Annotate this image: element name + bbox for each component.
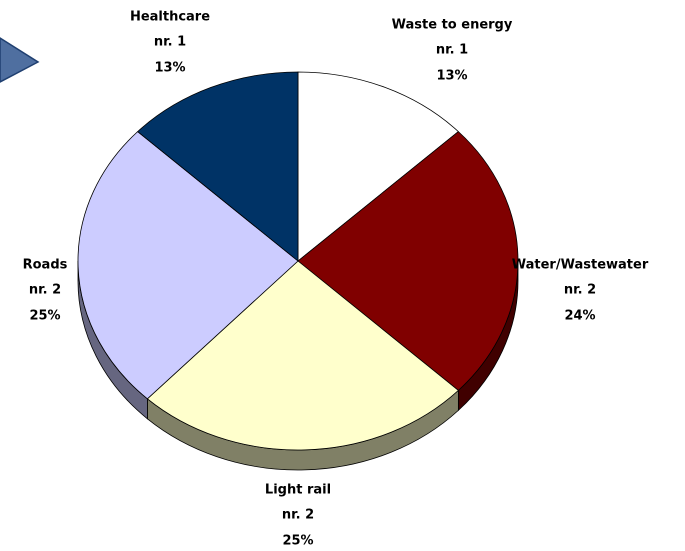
rank-label: nr. 1: [154, 35, 186, 50]
rank-label: nr. 1: [436, 43, 468, 58]
rank-label: nr. 2: [29, 283, 61, 298]
value-label: 24%: [564, 309, 595, 324]
rank-label: nr. 2: [564, 283, 596, 298]
slice: [297, 71, 459, 262]
arrow-decoration: [0, 37, 40, 83]
slice-label: Roads: [23, 258, 68, 273]
value-label: 13%: [154, 61, 185, 76]
slice: [77, 131, 299, 400]
slice: [137, 71, 299, 262]
slice-label: Light rail: [265, 483, 331, 498]
slice: [297, 131, 519, 391]
rank-label: nr. 2: [282, 508, 314, 523]
value-label: 25%: [29, 309, 60, 324]
slice-label: Water/Wastewater: [512, 258, 649, 273]
value-label: 13%: [436, 69, 467, 84]
value-label: 25%: [282, 534, 313, 549]
slice-label: Healthcare: [130, 10, 210, 25]
slice: [146, 260, 459, 451]
slice-label: Waste to energy: [392, 18, 513, 33]
